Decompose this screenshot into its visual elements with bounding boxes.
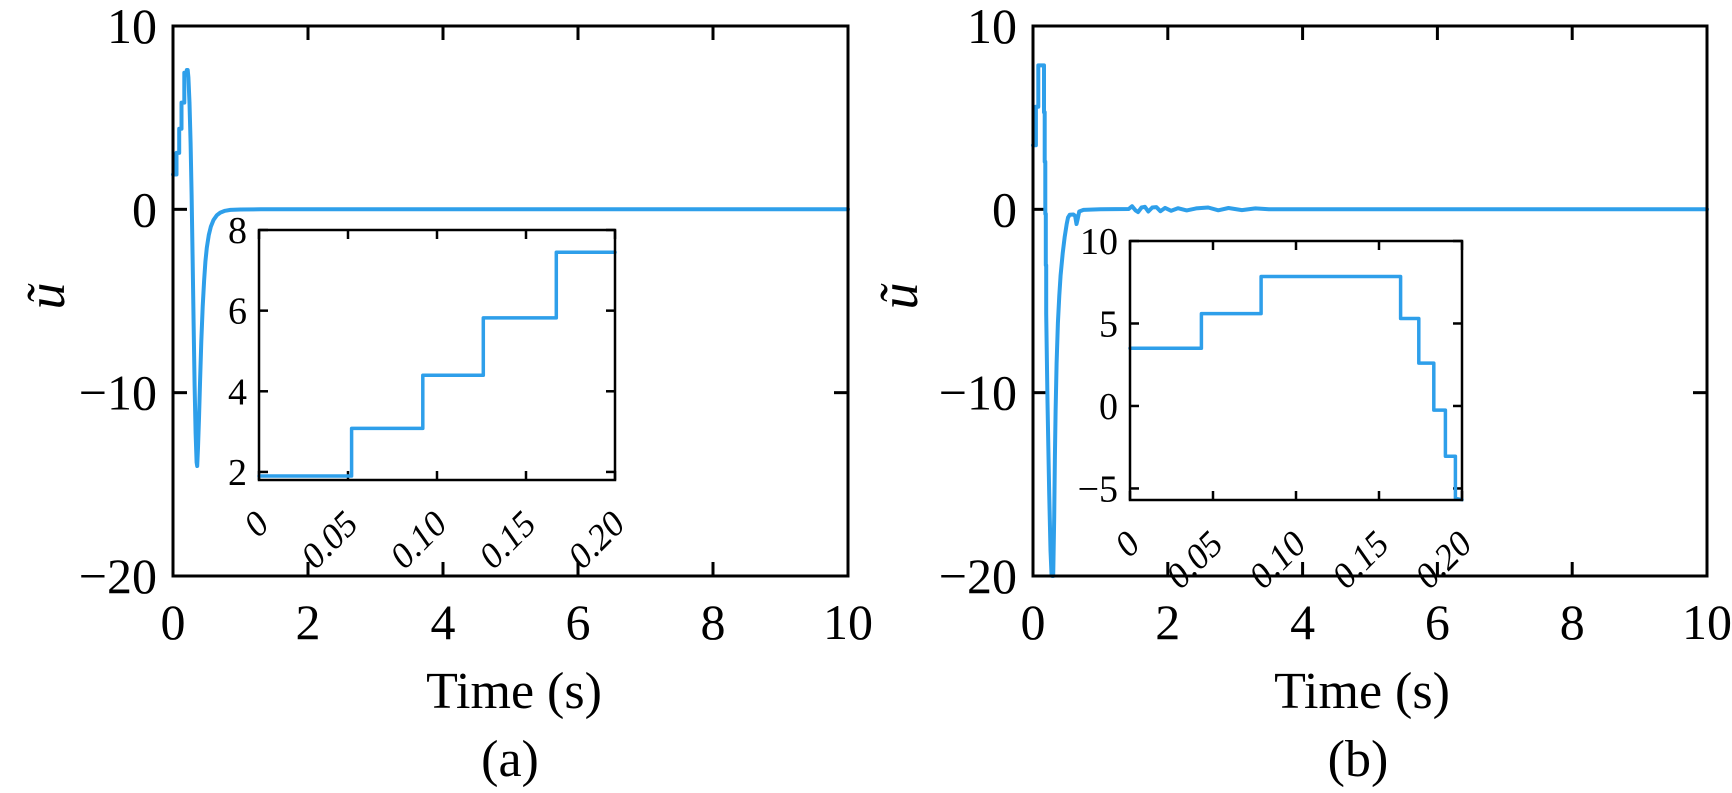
- inset-x-tick-label: 0.05: [1158, 523, 1231, 596]
- x-tick-label: 10: [1682, 594, 1732, 650]
- inset-series-u-tilde-control-signal: [257, 250, 617, 478]
- inset-series-u-tilde-control-signal: [1128, 274, 1464, 502]
- x-tick-label: 8: [1560, 594, 1585, 650]
- y-tick-label: 5: [1099, 303, 1118, 345]
- y-tick-label: 4: [228, 371, 247, 413]
- inset-x-tick-label: 0.15: [471, 503, 544, 576]
- axes-box: [1031, 24, 1709, 578]
- x-tick-label: 4: [1290, 594, 1315, 650]
- y-tick-label: 10: [107, 0, 157, 54]
- x-tick-label: 0: [161, 594, 186, 650]
- inset-x-tick-label: 0.05: [293, 503, 366, 576]
- y-tick-label: 0: [1099, 386, 1118, 428]
- x-tick-label: 0: [1021, 594, 1046, 650]
- inset-x-tick-label: 0: [1107, 523, 1148, 564]
- y-axis-label-b: ũ: [869, 283, 929, 310]
- x-tick-label: 2: [296, 594, 321, 650]
- y-tick-label: 10: [1080, 221, 1118, 263]
- series-u-tilde-control-signal: [1031, 63, 1709, 578]
- y-tick-label: −5: [1078, 468, 1118, 510]
- axes-box: [1128, 239, 1464, 502]
- inset-x-tick-label: 0.15: [1324, 523, 1397, 596]
- y-tick-label: 0: [132, 181, 157, 237]
- y-tick-label: 6: [228, 291, 247, 333]
- x-axis-label-b: Time (s): [1274, 663, 1450, 720]
- x-tick-label: 8: [701, 594, 726, 650]
- y-axis-label-a: ũ: [16, 283, 76, 310]
- x-tick-label: 6: [1425, 594, 1450, 650]
- y-tick-label: 0: [992, 181, 1017, 237]
- y-tick-label: 2: [228, 452, 247, 494]
- x-axis-label-a: Time (s): [426, 663, 602, 720]
- y-tick-label: 10: [967, 0, 1017, 54]
- axes-box: [257, 228, 617, 482]
- x-tick-label: 10: [823, 594, 873, 650]
- inset-background: [259, 230, 615, 480]
- x-tick-label: 6: [566, 594, 591, 650]
- y-tick-label: −20: [79, 548, 157, 604]
- inset-x-tick-label: 0: [236, 503, 277, 544]
- inset-background: [1130, 241, 1462, 500]
- caption-b: (b): [1328, 731, 1389, 788]
- inset-x-tick-label: 0.20: [1407, 523, 1480, 596]
- inset-x-tick-label: 0.10: [1241, 523, 1314, 596]
- y-tick-label: −10: [939, 365, 1017, 421]
- caption-a: (a): [481, 731, 539, 788]
- series-u-tilde-control-signal: [171, 68, 850, 468]
- axes-box: [171, 24, 850, 578]
- x-tick-label: 2: [1155, 594, 1180, 650]
- y-tick-label: 8: [228, 210, 247, 252]
- y-tick-label: −20: [939, 548, 1017, 604]
- inset-x-tick-label: 0.20: [560, 503, 633, 576]
- y-tick-label: −10: [79, 365, 157, 421]
- x-tick-label: 4: [431, 594, 456, 650]
